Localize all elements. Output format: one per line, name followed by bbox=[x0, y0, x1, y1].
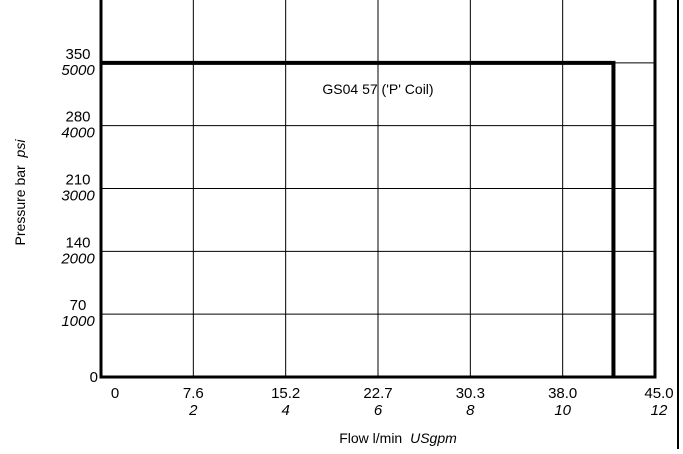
x-tick-label-lpm: 22.7 bbox=[363, 385, 392, 402]
grid bbox=[101, 0, 655, 377]
x-tick-label-gpm: 6 bbox=[374, 402, 383, 419]
x-tick-label-lpm: 30.3 bbox=[456, 385, 485, 402]
x-tick-label-lpm: 38.0 bbox=[548, 385, 577, 402]
y-tick-label-psi: 3000 bbox=[61, 188, 95, 205]
y-tick-label-psi: 2000 bbox=[60, 250, 95, 267]
x-tick-label-lpm: 15.2 bbox=[271, 385, 300, 402]
y-tick-label-bar: 0 bbox=[90, 369, 98, 386]
y-tick-label-bar: 350 bbox=[65, 46, 90, 63]
y-tick-label-bar: 140 bbox=[65, 234, 90, 251]
y-tick-label-psi: 5000 bbox=[61, 62, 95, 79]
series-line bbox=[101, 60, 616, 377]
series-layer bbox=[101, 60, 616, 377]
x-tick-label-lpm: 7.6 bbox=[183, 385, 204, 402]
series-label-layer: GS04 57 ('P' Coil) bbox=[322, 81, 433, 97]
y-tick-label-psi: 4000 bbox=[61, 125, 95, 142]
plot-frame bbox=[99, 0, 657, 379]
y-tick-label-bar: 70 bbox=[70, 297, 87, 314]
x-axis-ticks: 0 7.62 15.24 22.76 30.38 38.010 45.012 bbox=[111, 385, 674, 419]
x-tick-label-gpm: 4 bbox=[281, 402, 289, 419]
series-label: GS04 57 ('P' Coil) bbox=[322, 81, 433, 97]
y-tick-label-bar: 280 bbox=[65, 109, 90, 126]
x-tick-label-gpm: 12 bbox=[651, 402, 668, 419]
x-tick-label-gpm: 2 bbox=[188, 402, 198, 419]
y-tick-label-psi: 1000 bbox=[61, 313, 95, 330]
y-tick-label-bar: 210 bbox=[65, 172, 90, 189]
x-axis-label: Flow l/min USgpm bbox=[339, 430, 457, 446]
x-tick-label-gpm: 8 bbox=[466, 402, 475, 419]
x-tick-label-gpm: 10 bbox=[554, 402, 571, 419]
x-tick-label-lpm: 0 bbox=[111, 385, 119, 402]
x-tick-label-lpm: 45.0 bbox=[644, 385, 673, 402]
y-axis-label: Pressure bar psi bbox=[12, 139, 28, 246]
